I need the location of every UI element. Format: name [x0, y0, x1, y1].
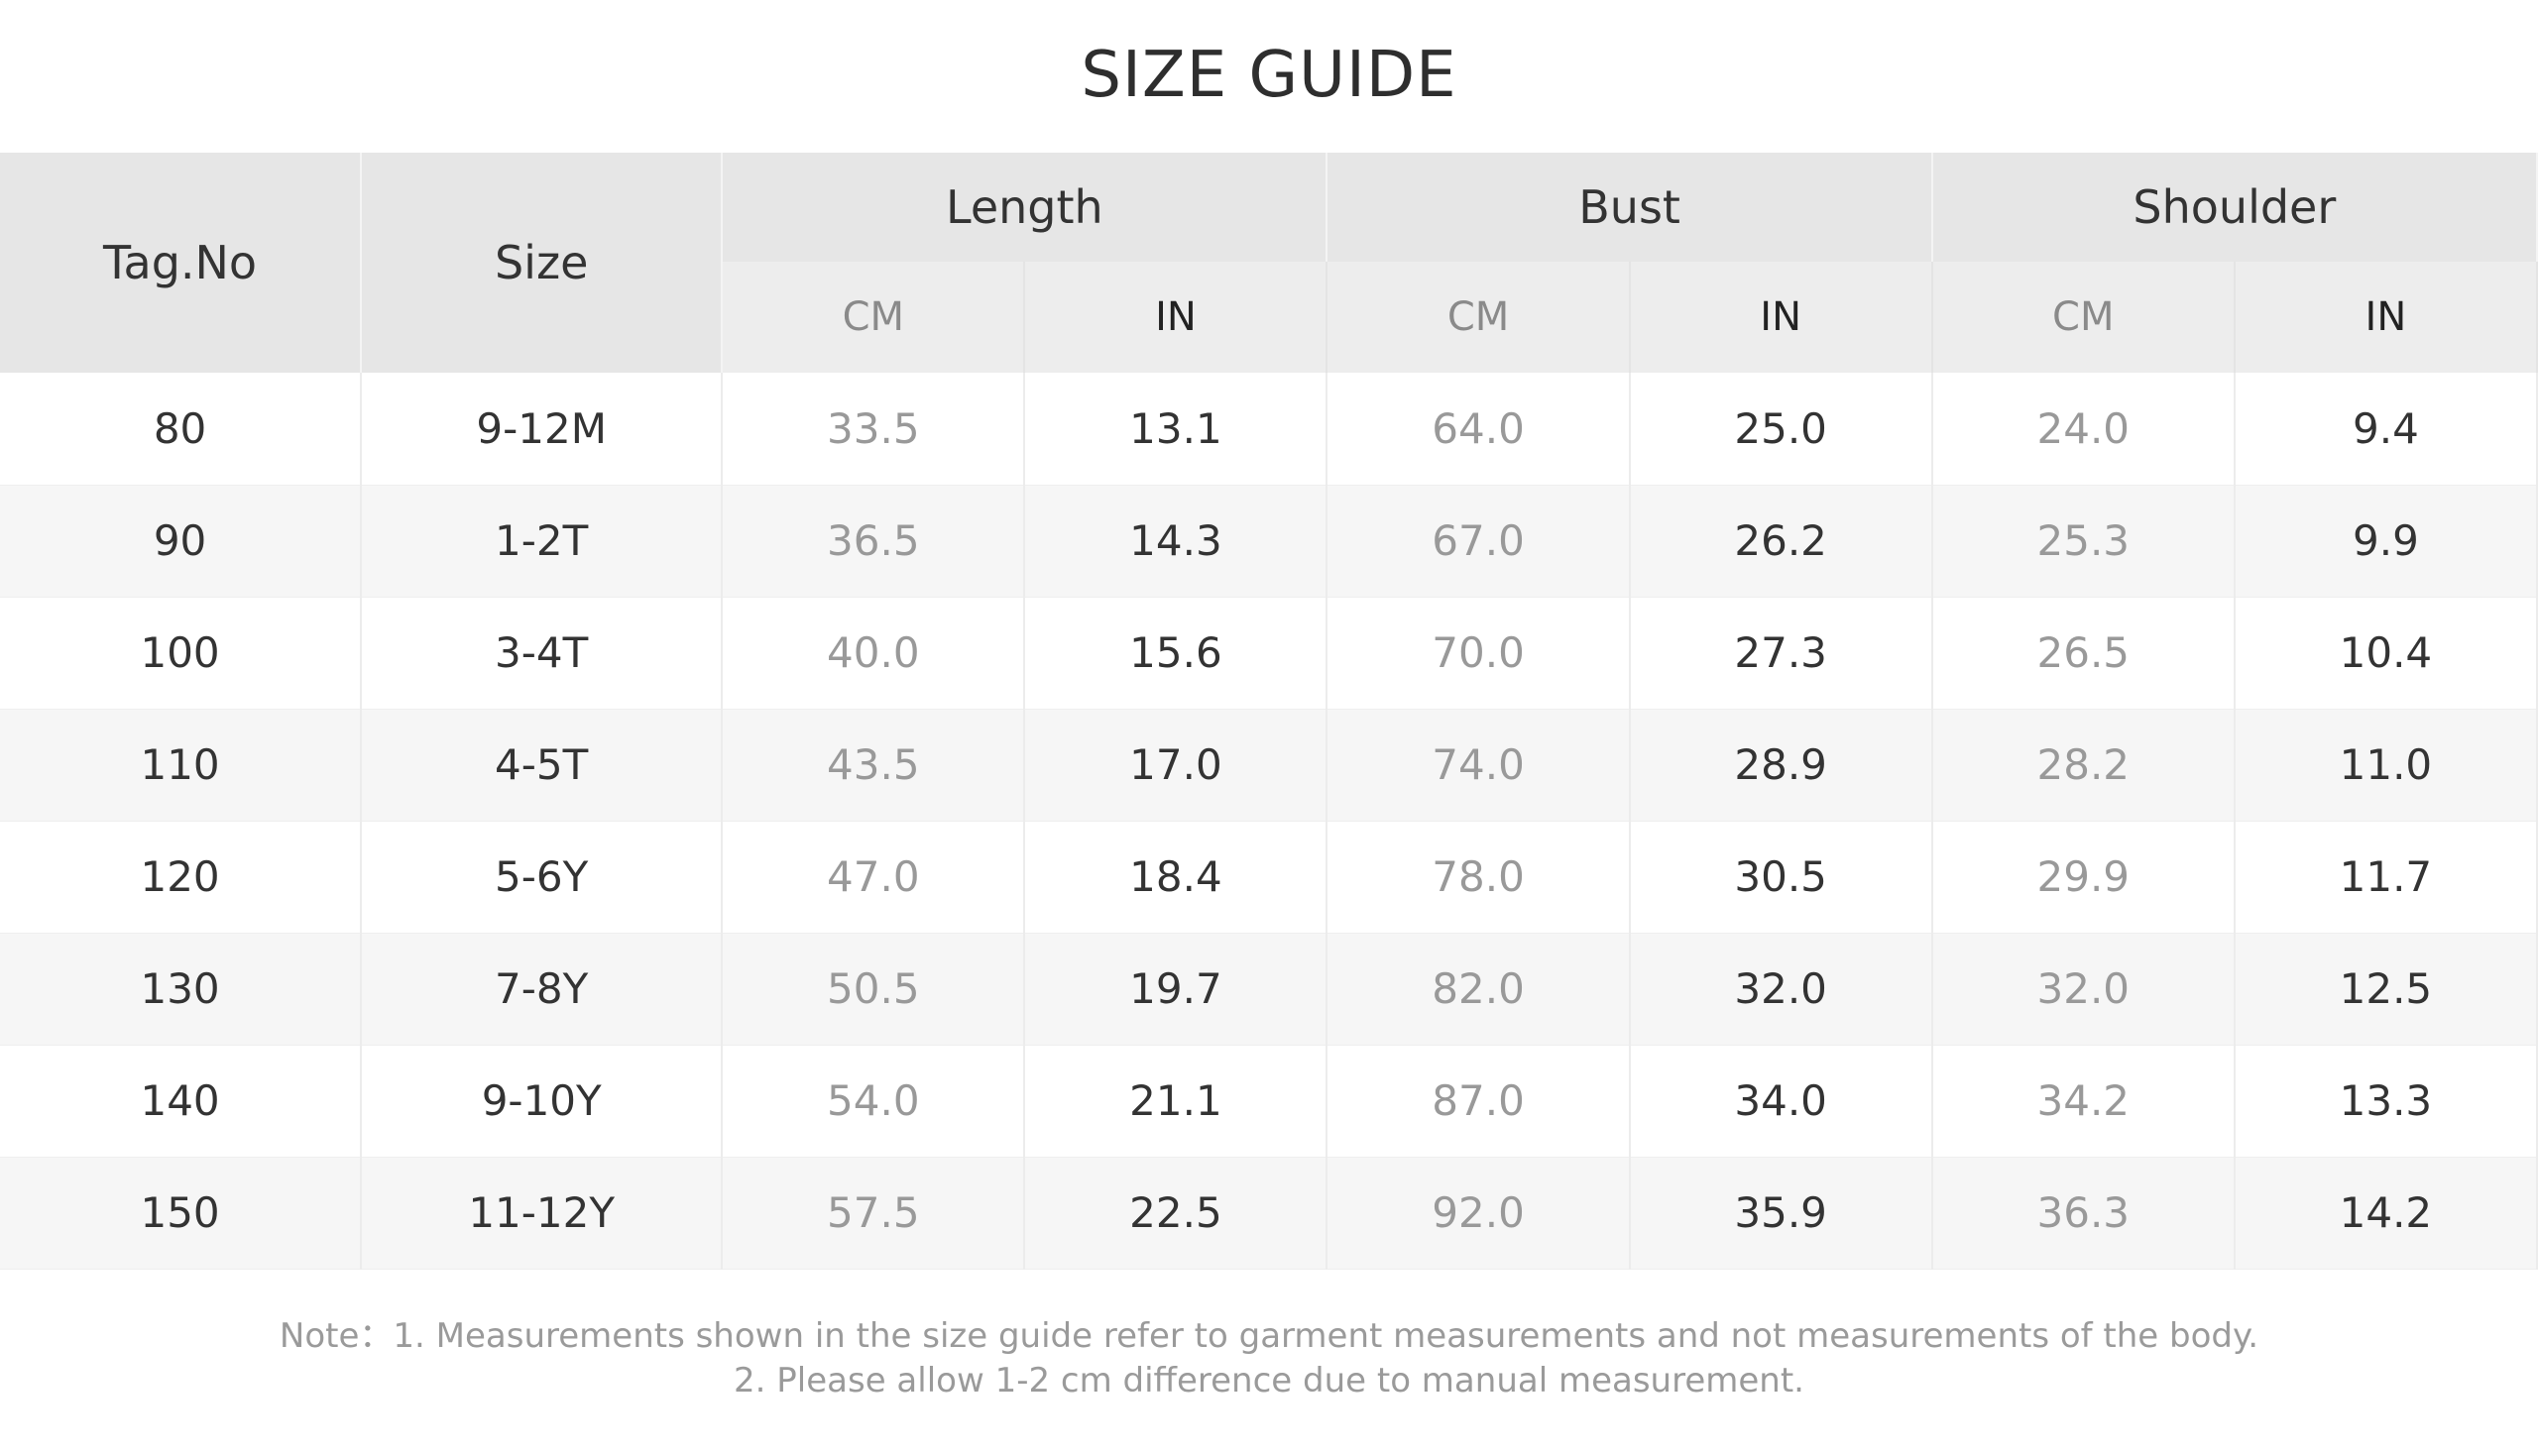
cell-bust-cm: 92.0 — [1327, 1157, 1631, 1270]
cell-bust-in: 27.3 — [1629, 597, 1933, 710]
cell-length-in: 19.7 — [1024, 933, 1328, 1046]
cell-bust-in: 28.9 — [1629, 709, 1933, 822]
header-length: Length — [722, 153, 1328, 262]
page-title: SIZE GUIDE — [1081, 39, 1457, 112]
cell-size: 11-12Y — [361, 1157, 724, 1270]
table-row: 140 9-10Y 54.0 21.1 87.0 34.0 34.2 13.3 — [0, 1045, 2538, 1158]
cell-shoulder-cm: 34.2 — [1931, 1045, 2236, 1158]
header-row-groups: Tag.No Size Length Bust Shoulder — [0, 153, 2538, 373]
cell-bust-in: 30.5 — [1629, 821, 1933, 934]
table-row: 100 3-4T 40.0 15.6 70.0 27.3 26.5 10.4 — [0, 597, 2538, 710]
cell-length-cm: 40.0 — [722, 597, 1026, 710]
header-length-in: IN — [1024, 262, 1328, 373]
cell-tag-no: 90 — [0, 485, 363, 598]
cell-shoulder-cm: 28.2 — [1931, 709, 2236, 822]
cell-bust-cm: 78.0 — [1327, 821, 1631, 934]
table-row: 110 4-5T 43.5 17.0 74.0 28.9 28.2 11.0 — [0, 709, 2538, 822]
header-shoulder: Shoulder — [1931, 153, 2538, 262]
cell-bust-cm: 67.0 — [1327, 485, 1631, 598]
table-row: 120 5-6Y 47.0 18.4 78.0 30.5 29.9 11.7 — [0, 821, 2538, 934]
cell-shoulder-in: 9.4 — [2234, 373, 2538, 486]
header-row-units: CM IN CM IN CM IN — [0, 262, 2538, 373]
cell-size: 9-12M — [361, 373, 724, 486]
cell-shoulder-in: 11.0 — [2234, 709, 2538, 822]
cell-length-in: 21.1 — [1024, 1045, 1328, 1158]
cell-shoulder-cm: 32.0 — [1931, 933, 2236, 1046]
size-note: Note：1. Measurements shown in the size g… — [0, 1314, 2538, 1403]
cell-bust-in: 25.0 — [1629, 373, 1933, 486]
table-row: 80 9-12M 33.5 13.1 64.0 25.0 24.0 9.4 — [0, 373, 2538, 486]
cell-length-in: 13.1 — [1024, 373, 1328, 486]
cell-bust-cm: 70.0 — [1327, 597, 1631, 710]
cell-size: 7-8Y — [361, 933, 724, 1046]
cell-bust-cm: 87.0 — [1327, 1045, 1631, 1158]
cell-bust-in: 32.0 — [1629, 933, 1933, 1046]
cell-shoulder-in: 10.4 — [2234, 597, 2538, 710]
cell-length-in: 22.5 — [1024, 1157, 1328, 1270]
size-table: Tag.No Size Length Bust Shoulder CM IN C… — [0, 153, 2538, 1270]
cell-shoulder-cm: 24.0 — [1931, 373, 2236, 486]
cell-length-cm: 47.0 — [722, 821, 1026, 934]
header-shoulder-in: IN — [2234, 262, 2538, 373]
cell-shoulder-in: 14.2 — [2234, 1157, 2538, 1270]
cell-shoulder-in: 11.7 — [2234, 821, 2538, 934]
table-row: 130 7-8Y 50.5 19.7 82.0 32.0 32.0 12.5 — [0, 933, 2538, 1046]
cell-bust-cm: 74.0 — [1327, 709, 1631, 822]
cell-shoulder-in: 12.5 — [2234, 933, 2538, 1046]
table-row: 90 1-2T 36.5 14.3 67.0 26.2 25.3 9.9 — [0, 485, 2538, 598]
cell-shoulder-in: 13.3 — [2234, 1045, 2538, 1158]
cell-length-cm: 33.5 — [722, 373, 1026, 486]
cell-length-cm: 50.5 — [722, 933, 1026, 1046]
cell-bust-cm: 64.0 — [1327, 373, 1631, 486]
cell-length-in: 17.0 — [1024, 709, 1328, 822]
cell-size: 3-4T — [361, 597, 724, 710]
header-shoulder-cm: CM — [1931, 262, 2236, 373]
cell-tag-no: 140 — [0, 1045, 363, 1158]
header-length-cm: CM — [722, 262, 1026, 373]
cell-shoulder-cm: 25.3 — [1931, 485, 2236, 598]
header-bust-in: IN — [1629, 262, 1933, 373]
cell-size: 1-2T — [361, 485, 724, 598]
cell-tag-no: 80 — [0, 373, 363, 486]
cell-bust-in: 35.9 — [1629, 1157, 1933, 1270]
cell-length-cm: 54.0 — [722, 1045, 1026, 1158]
header-bust-cm: CM — [1327, 262, 1631, 373]
note-line-1: Note：1. Measurements shown in the size g… — [279, 1316, 2259, 1356]
cell-length-cm: 36.5 — [722, 485, 1026, 598]
cell-length-cm: 57.5 — [722, 1157, 1026, 1270]
cell-length-in: 14.3 — [1024, 485, 1328, 598]
cell-size: 4-5T — [361, 709, 724, 822]
cell-tag-no: 130 — [0, 933, 363, 1046]
cell-length-in: 18.4 — [1024, 821, 1328, 934]
cell-tag-no: 100 — [0, 597, 363, 710]
cell-tag-no: 110 — [0, 709, 363, 822]
header-bust: Bust — [1327, 153, 1933, 262]
cell-tag-no: 150 — [0, 1157, 363, 1270]
cell-shoulder-cm: 36.3 — [1931, 1157, 2236, 1270]
cell-length-cm: 43.5 — [722, 709, 1026, 822]
cell-shoulder-cm: 26.5 — [1931, 597, 2236, 710]
cell-length-in: 15.6 — [1024, 597, 1328, 710]
cell-bust-cm: 82.0 — [1327, 933, 1631, 1046]
cell-size: 9-10Y — [361, 1045, 724, 1158]
table-row: 150 11-12Y 57.5 22.5 92.0 35.9 36.3 14.2 — [0, 1157, 2538, 1270]
header-tag-no: Tag.No — [0, 153, 363, 373]
cell-shoulder-in: 9.9 — [2234, 485, 2538, 598]
note-line-2: 2. Please allow 1-2 cm difference due to… — [734, 1361, 1804, 1400]
cell-bust-in: 26.2 — [1629, 485, 1933, 598]
cell-shoulder-cm: 29.9 — [1931, 821, 2236, 934]
header-size: Size — [361, 153, 724, 373]
cell-bust-in: 34.0 — [1629, 1045, 1933, 1158]
cell-size: 5-6Y — [361, 821, 724, 934]
cell-tag-no: 120 — [0, 821, 363, 934]
